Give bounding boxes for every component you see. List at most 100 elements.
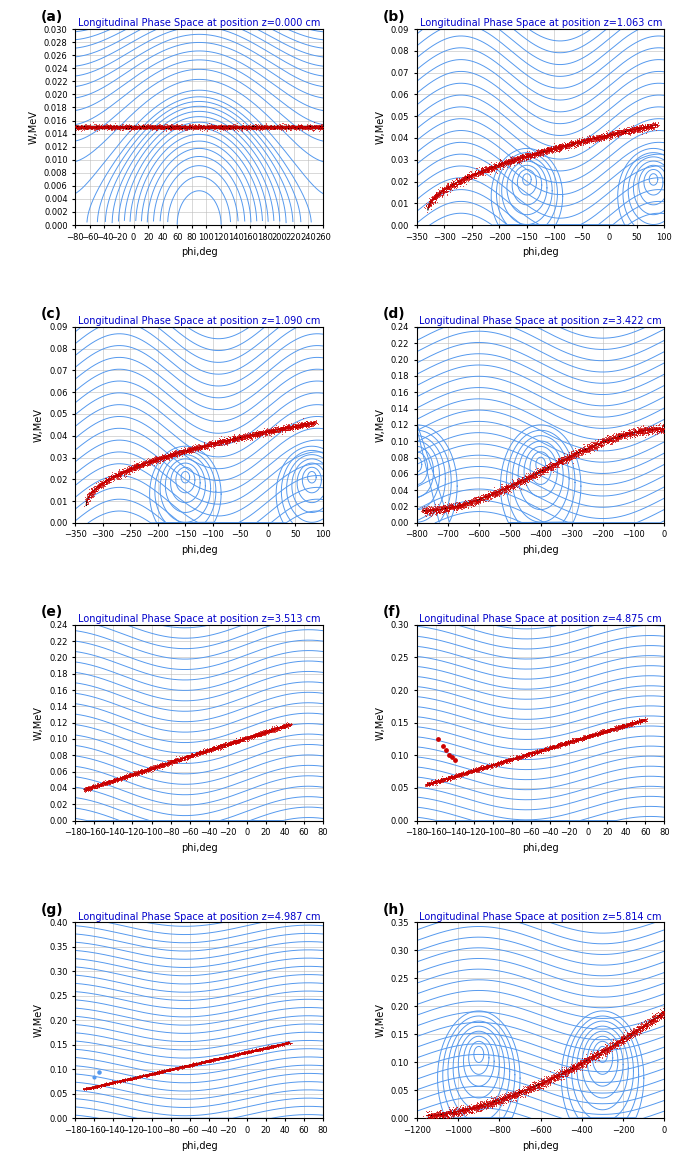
Point xyxy=(604,431,615,450)
Point xyxy=(464,763,475,782)
Point xyxy=(192,744,203,763)
Point xyxy=(158,1061,169,1080)
Point xyxy=(232,116,243,135)
Point xyxy=(202,742,213,761)
Point xyxy=(477,164,488,183)
Point xyxy=(632,712,643,730)
Point xyxy=(628,122,639,141)
Point xyxy=(577,1052,588,1071)
Point xyxy=(601,1043,612,1061)
Point xyxy=(208,739,219,757)
Point xyxy=(151,115,162,134)
Point xyxy=(271,417,282,436)
Point xyxy=(584,128,595,147)
Point xyxy=(451,1103,462,1122)
Point xyxy=(89,115,100,134)
Point xyxy=(92,1076,103,1095)
Point xyxy=(134,116,145,135)
Point xyxy=(434,500,445,518)
Point xyxy=(471,493,482,511)
Point xyxy=(547,460,558,479)
Point xyxy=(552,1068,563,1087)
Point xyxy=(454,1102,465,1121)
Point xyxy=(75,116,86,135)
Point xyxy=(290,416,301,435)
Point xyxy=(599,127,610,146)
Point xyxy=(282,1033,293,1052)
Point xyxy=(221,435,232,453)
Point xyxy=(601,127,612,146)
Point xyxy=(448,768,459,786)
Point xyxy=(429,499,440,517)
Point xyxy=(578,729,589,748)
Point xyxy=(147,452,158,471)
Point xyxy=(82,1080,92,1099)
Point xyxy=(601,1040,612,1059)
Point xyxy=(548,739,559,757)
Point xyxy=(475,758,486,777)
Point xyxy=(476,490,487,509)
Point xyxy=(425,1102,436,1121)
Point xyxy=(434,184,445,203)
Point xyxy=(639,1018,650,1037)
Point xyxy=(152,451,163,469)
Point xyxy=(141,452,152,471)
Point xyxy=(163,1060,174,1079)
Point xyxy=(468,762,479,781)
Point xyxy=(145,1065,156,1083)
Point xyxy=(622,123,633,142)
Point xyxy=(282,421,293,439)
Point xyxy=(102,471,113,489)
Point xyxy=(577,729,588,748)
Point xyxy=(497,481,508,500)
Point xyxy=(535,143,546,162)
Point xyxy=(280,716,291,735)
Point xyxy=(144,758,155,777)
Point xyxy=(651,418,662,437)
Point xyxy=(495,480,506,499)
Point xyxy=(478,492,489,510)
Point xyxy=(626,425,637,444)
Point xyxy=(235,1044,246,1062)
Point xyxy=(134,457,145,475)
Point xyxy=(211,116,222,135)
Point xyxy=(502,479,513,497)
Point xyxy=(654,418,665,437)
Point xyxy=(561,734,572,753)
Point xyxy=(584,726,595,744)
Point xyxy=(608,428,619,446)
Point xyxy=(160,1061,171,1080)
Point xyxy=(306,412,316,431)
Point xyxy=(79,781,90,799)
Point xyxy=(471,492,482,510)
Point xyxy=(469,488,479,507)
Point xyxy=(97,1075,108,1094)
Point xyxy=(434,499,445,517)
Point xyxy=(560,736,571,755)
Point xyxy=(636,419,647,438)
Point xyxy=(531,146,542,164)
Point xyxy=(644,119,655,137)
Point xyxy=(424,775,435,793)
Point xyxy=(562,450,573,468)
Point xyxy=(506,478,517,496)
Point xyxy=(581,1058,592,1076)
Point xyxy=(222,431,233,450)
Point xyxy=(119,1071,129,1089)
Point xyxy=(653,115,664,134)
Point xyxy=(484,754,495,772)
Point xyxy=(182,746,192,764)
Point xyxy=(624,714,635,733)
Point xyxy=(587,436,598,454)
Point xyxy=(86,779,97,798)
Point xyxy=(105,774,116,792)
Point xyxy=(536,141,547,160)
Point xyxy=(214,432,225,451)
Point xyxy=(201,743,212,762)
Point xyxy=(512,747,523,765)
Point xyxy=(121,1071,132,1089)
Point xyxy=(484,162,495,181)
Point xyxy=(282,1035,293,1053)
Point xyxy=(301,118,312,136)
Point xyxy=(228,1045,239,1064)
